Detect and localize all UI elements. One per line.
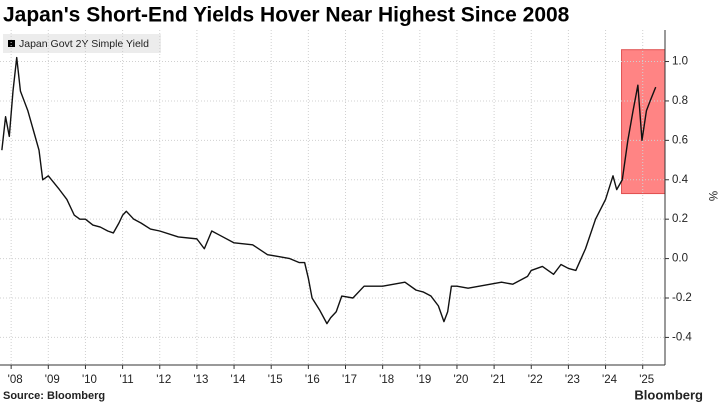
- y-tick-label: 0.2: [672, 213, 688, 225]
- x-tick-label: '13: [193, 374, 208, 386]
- y-tick-label: 0.4: [672, 174, 689, 186]
- x-tick-label: '20: [453, 374, 468, 386]
- y-tick-label: -0.4: [672, 331, 692, 343]
- x-tick-label: '08: [8, 374, 23, 386]
- x-tick-label: '10: [82, 374, 97, 386]
- y-tick-label: 1.0: [672, 56, 688, 68]
- x-tick-label: '23: [565, 374, 580, 386]
- x-tick-label: '21: [491, 374, 506, 386]
- x-tick-label: '24: [602, 374, 618, 386]
- x-tick-label: '15: [268, 374, 283, 386]
- x-tick-label: '17: [342, 374, 357, 386]
- y-tick-label: 0.8: [672, 95, 688, 107]
- y-axis-label: %: [706, 191, 718, 201]
- chart-title: Japan's Short-End Yields Hover Near High…: [3, 4, 570, 27]
- legend-label: Japan Govt 2Y Simple Yield: [19, 38, 149, 50]
- legend-swatch: [8, 40, 15, 47]
- x-tick-label: '14: [231, 374, 247, 386]
- brand: Bloomberg: [634, 387, 703, 402]
- x-tick-label: '22: [528, 374, 543, 386]
- x-tick-label: '12: [156, 374, 171, 386]
- y-tick-label: 0.0: [672, 253, 688, 265]
- highlight-box: [621, 49, 666, 195]
- x-tick-label: '18: [379, 374, 394, 386]
- x-tick-label: '11: [120, 374, 134, 386]
- series-line: [1, 56, 657, 325]
- source: Source: Bloomberg: [3, 390, 105, 402]
- y-tick-label: -0.2: [672, 292, 692, 304]
- legend-box: [3, 34, 161, 53]
- x-tick-label: '25: [639, 374, 654, 386]
- x-tick-label: '09: [45, 374, 60, 386]
- x-tick-label: '19: [416, 374, 431, 386]
- x-tick-label: '16: [305, 374, 320, 386]
- y-tick-label: 0.6: [672, 134, 688, 146]
